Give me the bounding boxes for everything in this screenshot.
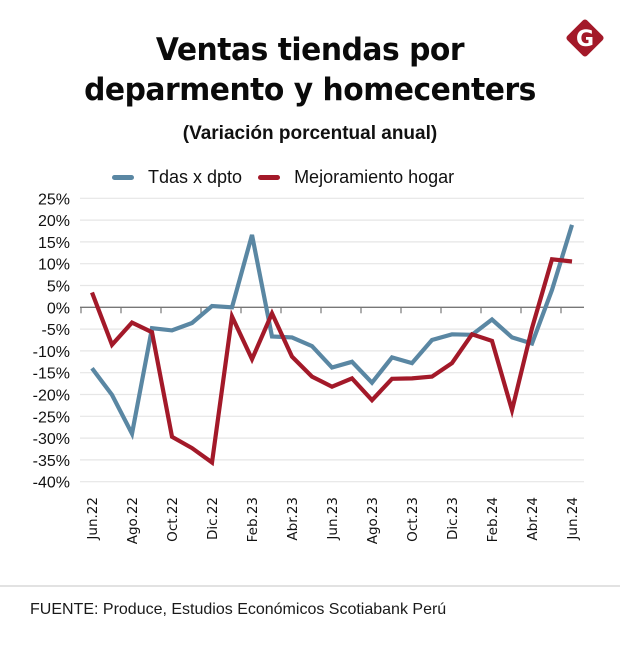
x-tick-label: Abr.24 (525, 497, 541, 541)
legend-label-mejoramiento: Mejoramiento hogar (294, 166, 455, 187)
chart-title-line2: deparmento y homecenters (84, 72, 536, 108)
legend-item-mejoramiento: Mejoramiento hogar (258, 167, 454, 188)
x-tick-label: Jun.23 (325, 497, 341, 541)
source-note: FUENTE: Produce, Estudios Económicos Sco… (30, 601, 447, 618)
chart-legend: Tdas x dpto Mejoramiento hogar (112, 166, 470, 188)
legend-swatch-tdas (112, 174, 134, 180)
y-tick-label: 20% (38, 213, 70, 230)
y-tick-label: -40% (33, 475, 70, 492)
y-tick-label: -25% (33, 409, 70, 426)
x-tick-label: Ago.23 (365, 497, 381, 544)
y-tick-label: 5% (47, 279, 70, 296)
y-tick-label: -5% (42, 322, 70, 339)
y-tick-label: -10% (33, 344, 70, 361)
x-tick-label: Dic.22 (205, 497, 221, 540)
y-tick-label: -30% (33, 431, 70, 448)
y-tick-label: 15% (38, 235, 70, 252)
legend-swatch-mejoramiento (258, 174, 281, 180)
y-tick-label: 0% (47, 300, 70, 317)
x-tick-label: Oct.22 (165, 497, 181, 542)
x-axis-labels: Jun.22 Ago.22 Oct.22 Dic.22 Feb.23 Abr.23 Jun.… (85, 497, 581, 544)
y-tick-label: -35% (33, 453, 70, 470)
y-tick-label: -15% (33, 366, 70, 383)
legend-label-tdas: Tdas x dpto (148, 166, 243, 187)
y-axis-labels: 25% 20% 15% 10% 5% 0% -5% -10% -15% -20% -25% -30% -… (33, 191, 70, 491)
x-axis (80, 306, 584, 314)
chart-title-line1: Ventas tiendas por (155, 32, 465, 68)
logo-letter: G (576, 27, 594, 52)
x-tick-label: Feb.23 (245, 497, 261, 542)
line-chart: 25% 20% 15% 10% 5% 0% -5% -10% -15% -20% -25% -30% -… (33, 191, 584, 544)
x-tick-label: Abr.23 (285, 497, 301, 541)
x-tick-label: Oct.23 (405, 497, 421, 542)
y-tick-label: -20% (33, 388, 70, 405)
chart-subtitle: (Variación porcentual anual) (182, 123, 438, 144)
x-tick-label: Ago.22 (125, 497, 141, 544)
legend-item-tdas: Tdas x dpto (112, 167, 242, 188)
series-lines (90, 224, 575, 467)
brand-logo-icon: G (566, 19, 604, 57)
y-tick-label: 10% (38, 257, 70, 274)
x-tick-label: Jun.24 (565, 497, 581, 541)
x-tick-label: Dic.23 (445, 497, 461, 540)
logo-diamond (566, 19, 604, 57)
x-tick-label: Feb.24 (485, 497, 501, 542)
series-line-mejoramiento-hogar (90, 257, 573, 467)
y-tick-label: 25% (38, 191, 70, 208)
x-tick-label: Jun.22 (85, 497, 101, 541)
footer-divider (0, 585, 620, 587)
